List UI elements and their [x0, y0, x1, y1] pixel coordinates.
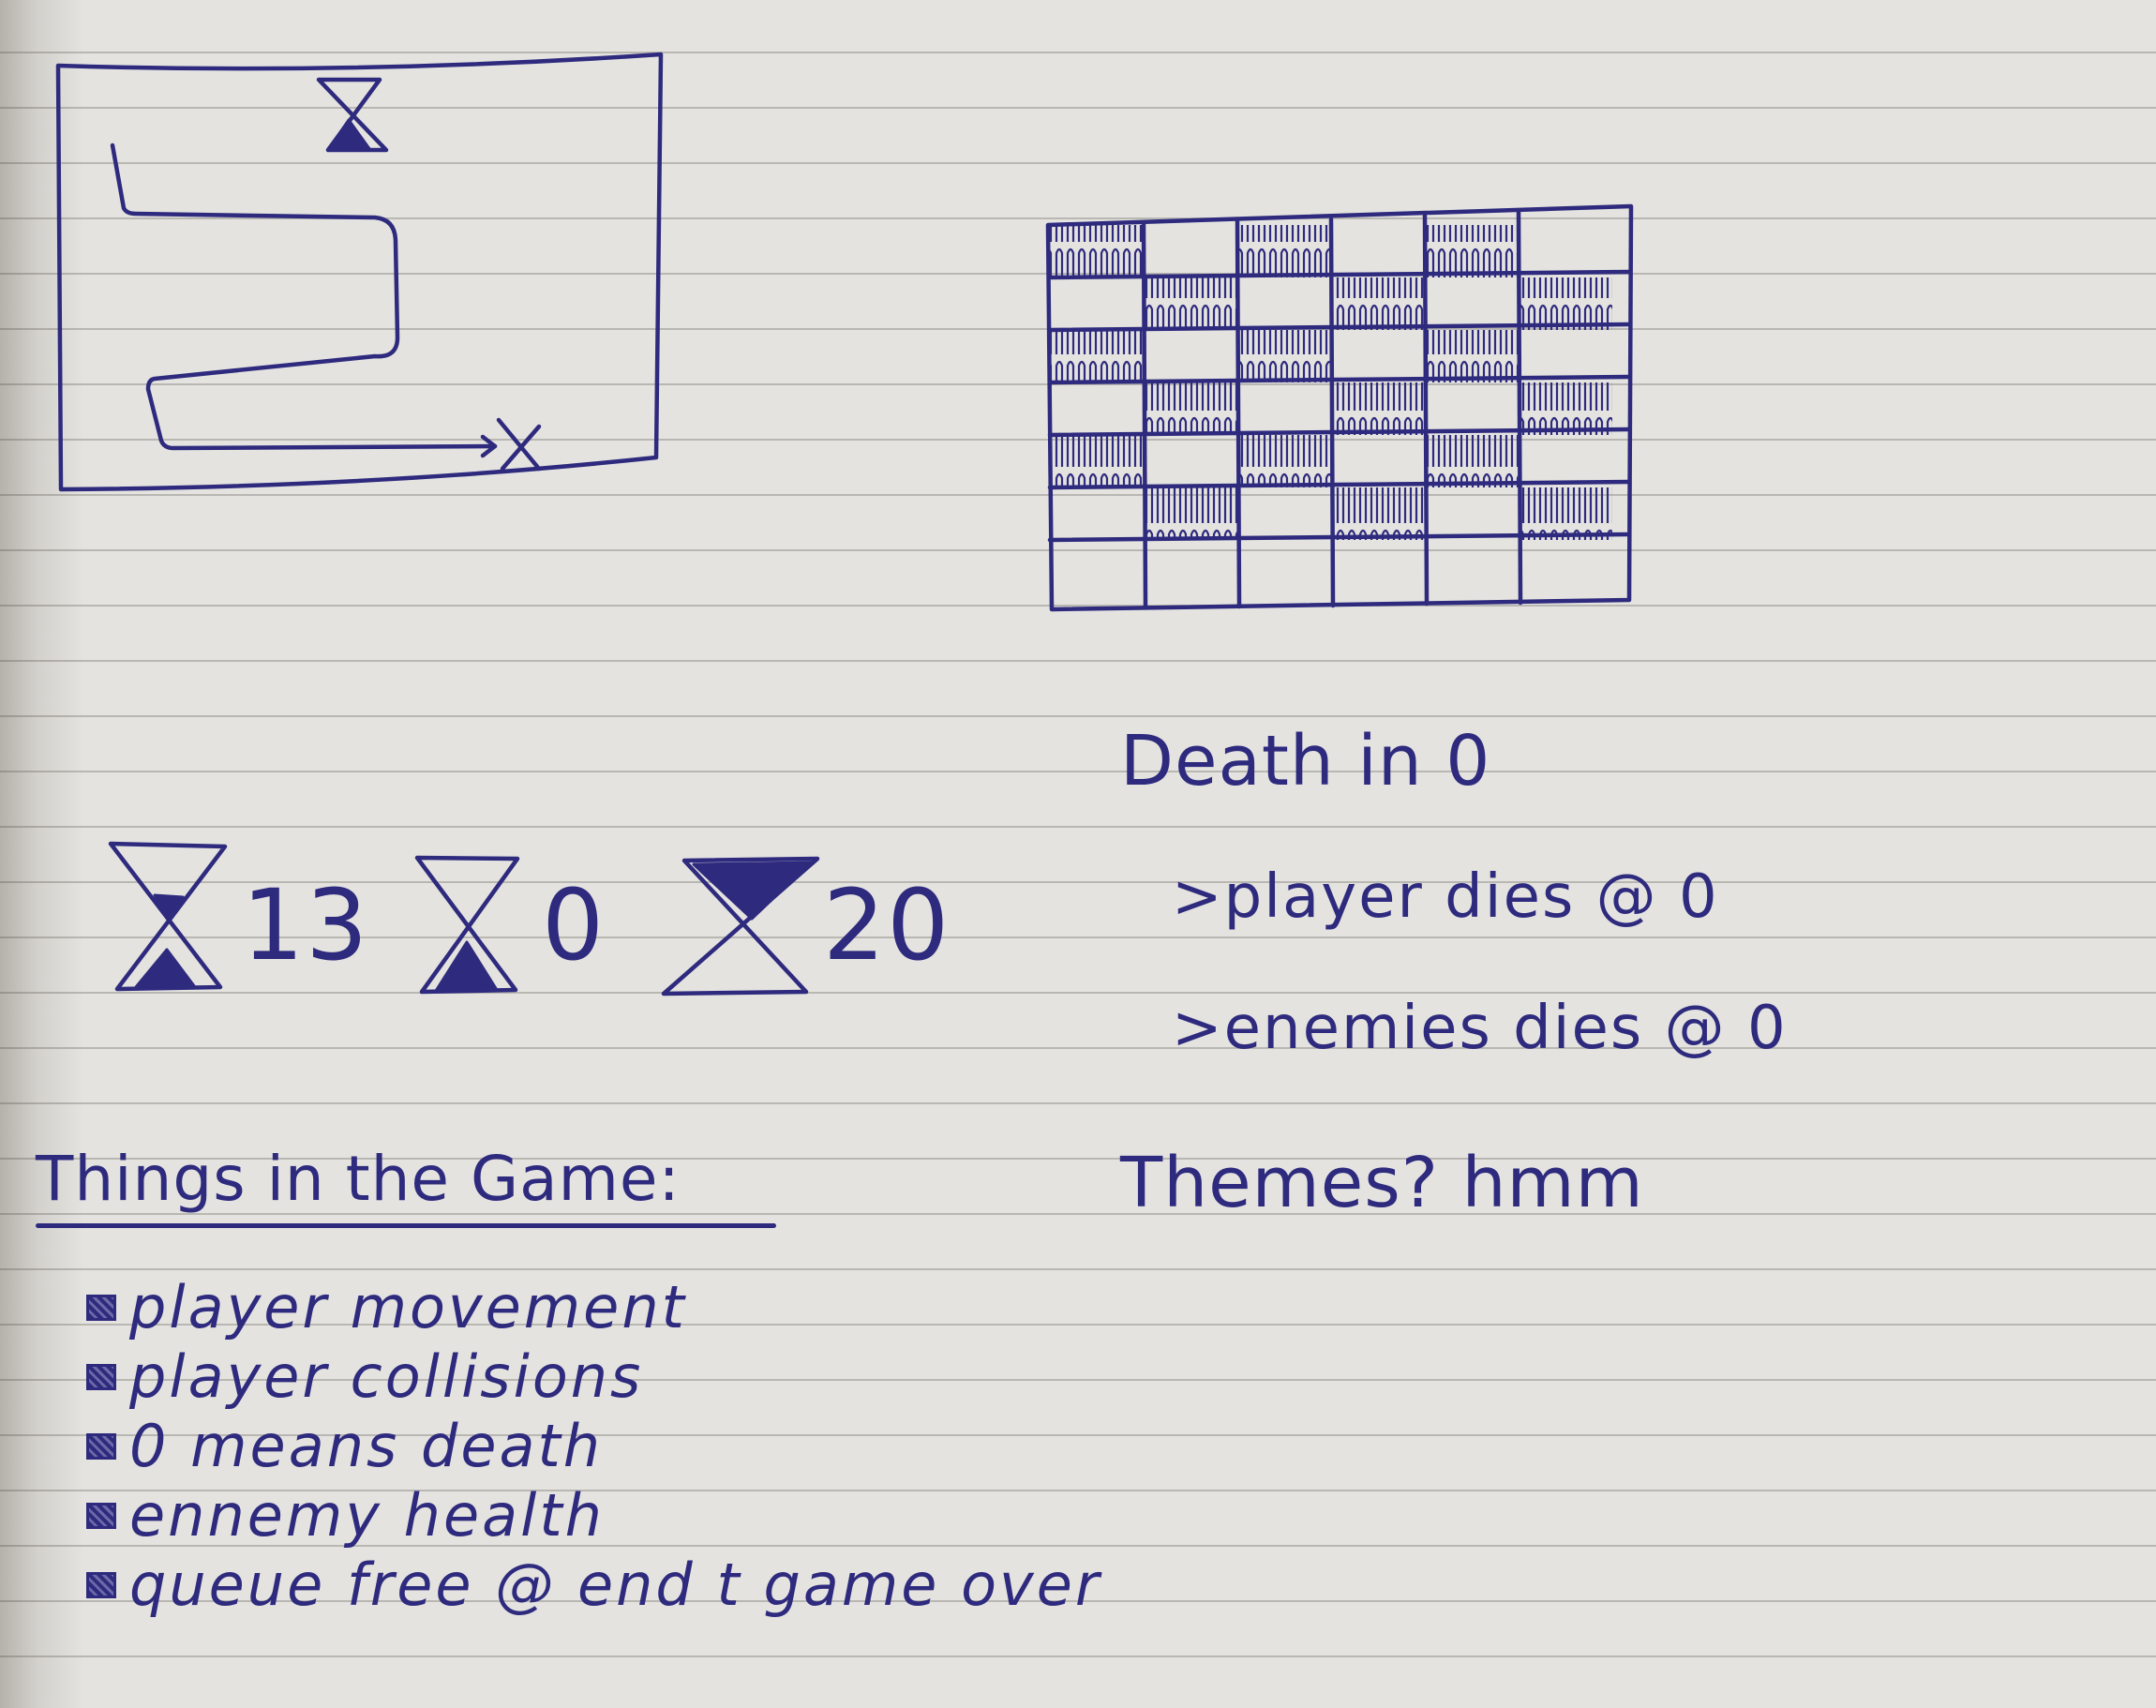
death-note-player: >player dies @ 0 [1172, 862, 1719, 932]
list-item-label: player collisions [129, 1342, 644, 1411]
checkbox-checked-icon[interactable] [86, 1503, 116, 1529]
hourglass-full-icon [661, 856, 820, 996]
checkbox-checked-icon[interactable] [86, 1572, 116, 1598]
list-item: queue free @ end t game over [86, 1551, 1101, 1620]
list-item-label: 0 means death [129, 1412, 604, 1480]
timer-value-13: 13 [242, 868, 370, 982]
death-heading: Death in 0 [1120, 721, 1491, 802]
things-title: Things in the Game: [36, 1143, 681, 1215]
hourglass-half-icon [108, 841, 228, 992]
level-map-sketch [55, 52, 664, 492]
hourglass-pickup-icon [316, 77, 389, 153]
checkbox-checked-icon[interactable] [86, 1364, 116, 1390]
timer-value-20: 20 [823, 868, 951, 982]
checkbox-checked-icon[interactable] [86, 1433, 116, 1460]
list-item-label: ennemy health [129, 1481, 605, 1550]
list-item-label: player movement [129, 1273, 687, 1341]
list-item-label: queue free @ end t game over [129, 1551, 1102, 1619]
grass-tilemap-sketch [1045, 203, 1634, 612]
themes-note: Themes? hmm [1120, 1143, 1644, 1223]
timer-value-0: 0 [542, 868, 606, 982]
goal-x-icon [496, 417, 542, 472]
death-note-enemies: >enemies dies @ 0 [1172, 994, 1788, 1063]
list-item: 0 means death [86, 1412, 1101, 1481]
list-item: player collisions [86, 1342, 1101, 1412]
list-item: player movement [86, 1273, 1101, 1342]
things-title-underline [36, 1223, 776, 1228]
checkbox-checked-icon[interactable] [86, 1295, 116, 1321]
hourglass-empty-icon [414, 855, 520, 995]
things-checklist: player movement player collisions 0 mean… [86, 1273, 1101, 1620]
list-item: ennemy health [86, 1481, 1101, 1551]
